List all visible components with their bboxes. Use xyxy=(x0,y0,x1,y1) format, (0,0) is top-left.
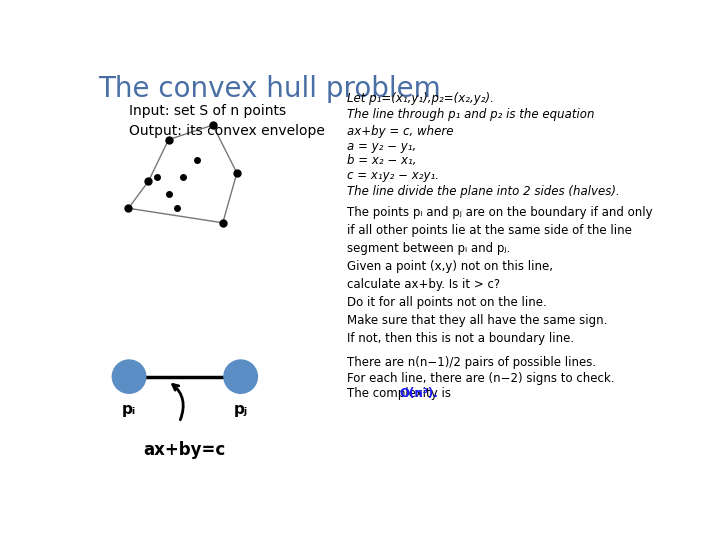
Text: The line divide the plane into 2 sides (halves).: The line divide the plane into 2 sides (… xyxy=(347,185,619,198)
Ellipse shape xyxy=(112,360,145,393)
Text: a = y₂ − y₁,: a = y₂ − y₁, xyxy=(347,140,416,153)
Text: ax+by = c, where: ax+by = c, where xyxy=(347,125,453,138)
Text: Given a point (x,y) not on this line,
calculate ax+by. Is it > c?
Do it for all : Given a point (x,y) not on this line, ca… xyxy=(347,260,607,345)
Text: Let p₁=(x₁,y₁),p₂=(x₂,y₂).: Let p₁=(x₁,y₁),p₂=(x₂,y₂). xyxy=(347,92,493,105)
Text: pⱼ: pⱼ xyxy=(233,402,248,416)
Text: The complexity is: The complexity is xyxy=(347,388,454,401)
Text: pᵢ: pᵢ xyxy=(122,402,136,416)
Text: For each line, there are (n−2) signs to check.: For each line, there are (n−2) signs to … xyxy=(347,372,614,384)
Text: b = x₂ − x₁,: b = x₂ − x₁, xyxy=(347,154,416,167)
Text: The convex hull problem: The convex hull problem xyxy=(99,75,441,103)
Text: Input: set S of n points
Output: its convex envelope: Input: set S of n points Output: its con… xyxy=(129,104,325,138)
Ellipse shape xyxy=(224,360,258,393)
Text: c = x₁y₂ − x₂y₁.: c = x₁y₂ − x₂y₁. xyxy=(347,168,438,182)
Text: ax+by=c: ax+by=c xyxy=(144,441,226,459)
Text: There are n(n−1)/2 pairs of possible lines.: There are n(n−1)/2 pairs of possible lin… xyxy=(347,356,596,369)
Text: The points pᵢ and pⱼ are on the boundary if and only
if all other points lie at : The points pᵢ and pⱼ are on the boundary… xyxy=(347,206,652,255)
Text: O(n³).: O(n³). xyxy=(399,388,438,401)
Text: The line through p₁ and p₂ is the equation: The line through p₁ and p₂ is the equati… xyxy=(347,109,594,122)
